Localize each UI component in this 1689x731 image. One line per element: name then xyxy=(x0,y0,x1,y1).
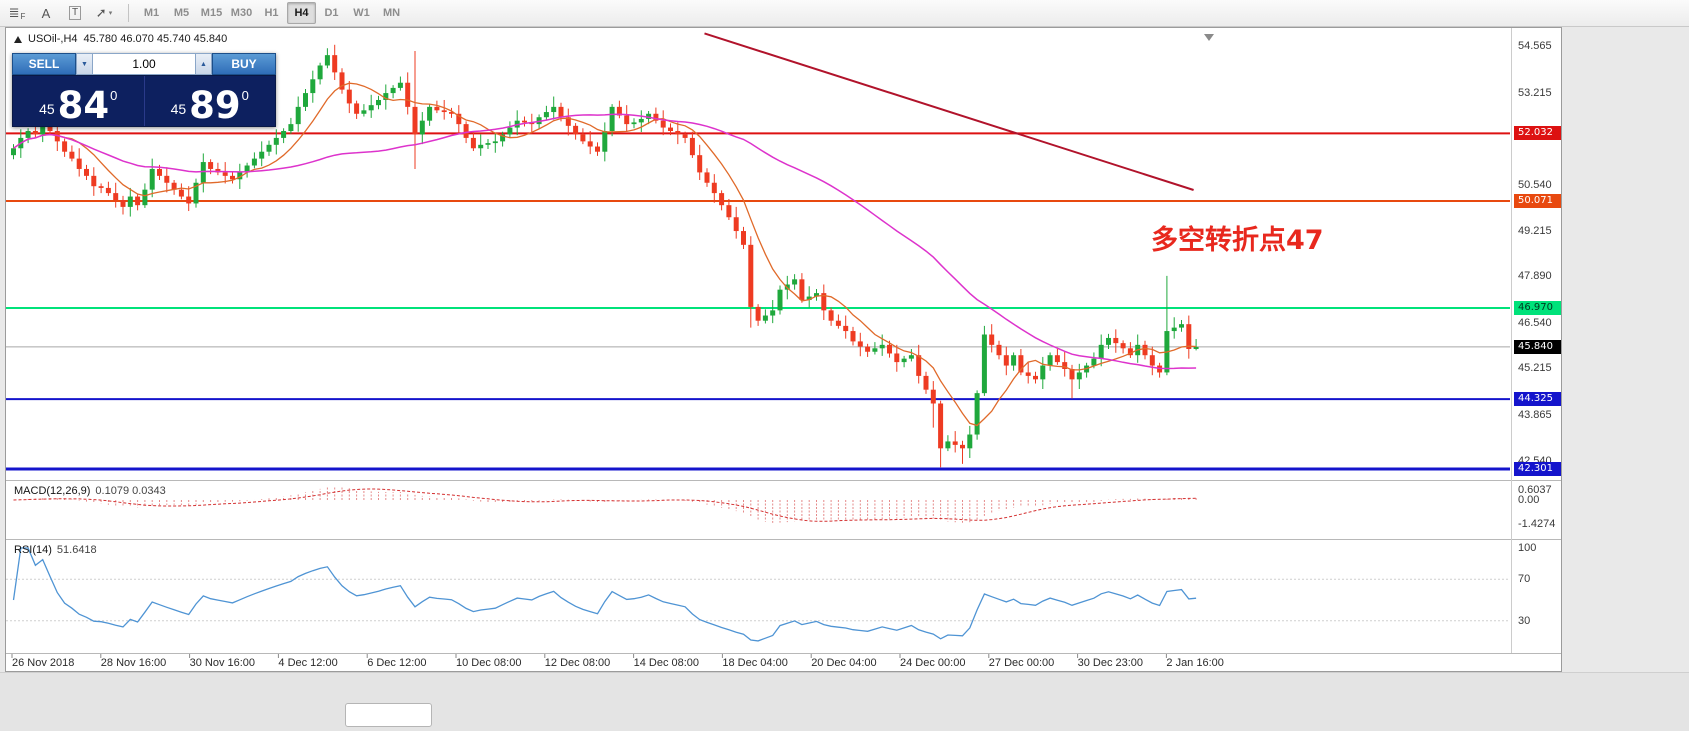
price-axis-label: 46.540 xyxy=(1518,316,1552,329)
timeframe-h1[interactable]: H1 xyxy=(264,7,279,19)
toolbar: ≣ F A T ➚ ▾ M1 M5 M15 M30 H1 H4 D1 W1 MN xyxy=(0,0,1689,27)
price-tag-50.071: 50.071 xyxy=(1514,193,1561,208)
fibonacci-icon[interactable]: ≣ F xyxy=(8,5,26,21)
time-axis-label: 14 Dec 08:00 xyxy=(633,657,700,669)
time-axis-label: 26 Nov 2018 xyxy=(12,657,75,669)
bid-point: 0 xyxy=(110,88,118,103)
text-label-icon[interactable]: T xyxy=(62,2,88,24)
timeframe-m5[interactable]: M5 xyxy=(173,7,190,19)
time-axis-label: 24 Dec 00:00 xyxy=(900,657,966,669)
dropdown-caret-icon: ▾ xyxy=(108,10,113,17)
trade-controls-row: SELL ▼ 1.00 ▲ BUY xyxy=(12,53,276,75)
price-axis-label: 45.215 xyxy=(1518,362,1552,375)
ma-fast-line xyxy=(13,82,1197,427)
ohlc-header: USOil-,H4 45.780 46.070 45.740 45.840 xyxy=(14,33,227,45)
bid-price[interactable]: 45 84 0 xyxy=(13,76,144,126)
macd-values: 0.1079 0.0343 xyxy=(95,485,166,497)
timeframe-mn[interactable]: MN xyxy=(382,7,401,19)
shapes-icon[interactable]: ➚ ▾ xyxy=(95,5,113,20)
macd-signal-line xyxy=(13,488,1197,522)
price-axis-label: 43.865 xyxy=(1518,409,1552,422)
trendline xyxy=(704,32,1194,191)
time-axis-label: 2 Jan 16:00 xyxy=(1166,657,1224,669)
time-axis-label: 27 Dec 00:00 xyxy=(988,657,1055,669)
lot-size-input[interactable]: 1.00 xyxy=(93,53,195,75)
toolbar-separator xyxy=(128,4,129,22)
chart-canvas[interactable] xyxy=(6,28,1561,671)
price-axis-label: 50.540 xyxy=(1518,178,1552,191)
ohlc-values: 45.780 46.070 45.740 45.840 xyxy=(83,33,228,45)
timeframe-m1[interactable]: M1 xyxy=(143,7,160,19)
ask-point: 0 xyxy=(241,88,249,103)
time-axis-label: 20 Dec 04:00 xyxy=(811,657,877,669)
price-tag-44.325: 44.325 xyxy=(1514,392,1561,407)
macd-label: MACD(12,26,9) 0.1079 0.0343 xyxy=(14,485,166,497)
price-tag-42.301: 42.301 xyxy=(1514,461,1561,476)
spin-up-icon[interactable]: ▲ xyxy=(195,53,212,75)
spin-down-icon[interactable]: ▼ xyxy=(76,53,93,75)
timeframe-m30[interactable]: M30 xyxy=(230,7,253,19)
timeframe-toolbar: M1 M5 M15 M30 H1 H4 D1 W1 MN xyxy=(137,2,407,24)
ma-slow-line xyxy=(13,113,1197,370)
bid-whole: 45 xyxy=(39,101,55,117)
rsi-axis-label: 30 xyxy=(1518,614,1531,627)
price-tag-46.970: 46.970 xyxy=(1514,300,1561,315)
bottom-bar xyxy=(0,672,1689,731)
trade-prices-row: 45 84 0 45 89 0 xyxy=(12,75,276,127)
price-axis-label: 49.215 xyxy=(1518,224,1552,237)
rsi-value: 51.6418 xyxy=(56,544,97,556)
chart-shift-icon[interactable] xyxy=(1204,34,1214,41)
rsi-line xyxy=(12,547,1197,642)
one-click-trading-panel: SELL ▼ 1.00 ▲ BUY 45 84 0 45 89 0 xyxy=(12,53,276,127)
chart-window: USOil-,H4 45.780 46.070 45.740 45.840 SE… xyxy=(5,27,1562,672)
time-axis-label: 18 Dec 04:00 xyxy=(722,657,788,669)
price-tag-52.032: 52.032 xyxy=(1514,126,1561,141)
timeframe-m15[interactable]: M15 xyxy=(200,7,223,19)
timeframe-w1[interactable]: W1 xyxy=(353,7,370,19)
timeframe-d1[interactable]: D1 xyxy=(324,7,339,19)
current-price-tag: 45.840 xyxy=(1514,339,1561,354)
sell-button[interactable]: SELL xyxy=(12,53,76,75)
drawing-toolbar: ≣ F A T ➚ ▾ xyxy=(4,2,120,24)
rsi-label: RSI(14) 51.6418 xyxy=(14,544,97,556)
text-icon[interactable]: A xyxy=(41,5,51,21)
time-axis-label: 4 Dec 12:00 xyxy=(278,657,338,669)
price-axis-label: 54.565 xyxy=(1518,40,1552,52)
ask-price[interactable]: 45 89 0 xyxy=(143,76,276,127)
time-axis-label: 30 Dec 23:00 xyxy=(1077,657,1144,669)
annotation-text[interactable]: 多空转折点47 xyxy=(1151,225,1324,256)
ask-pips: 89 xyxy=(189,83,241,127)
symbol-label: USOil-,H4 xyxy=(28,33,78,45)
price-axis-label: 53.215 xyxy=(1518,86,1552,99)
time-axis-label: 10 Dec 08:00 xyxy=(456,657,522,669)
rsi-name: RSI(14) xyxy=(14,544,52,556)
buy-button[interactable]: BUY xyxy=(212,53,276,75)
rsi-axis-label: 100 xyxy=(1518,542,1537,554)
taskbar-box[interactable] xyxy=(345,703,432,727)
macd-name: MACD(12,26,9) xyxy=(14,485,91,497)
time-axis-label: 12 Dec 08:00 xyxy=(544,657,611,669)
timeframe-h4[interactable]: H4 xyxy=(287,2,316,24)
macd-axis-label: 0.6037 xyxy=(1518,483,1552,496)
time-axis-label: 6 Dec 12:00 xyxy=(367,657,427,669)
macd-axis-label: 0.00 xyxy=(1518,494,1540,506)
time-axis-label: 28 Nov 16:00 xyxy=(100,657,167,669)
macd-axis-label: -1.4274 xyxy=(1518,517,1556,530)
price-axis-label: 47.890 xyxy=(1518,270,1552,283)
ask-whole: 45 xyxy=(170,101,187,117)
bid-pips: 84 xyxy=(57,83,110,127)
symbol-icon xyxy=(14,35,22,43)
time-axis-label: 30 Nov 16:00 xyxy=(189,657,256,669)
rsi-axis-label: 70 xyxy=(1518,573,1531,586)
